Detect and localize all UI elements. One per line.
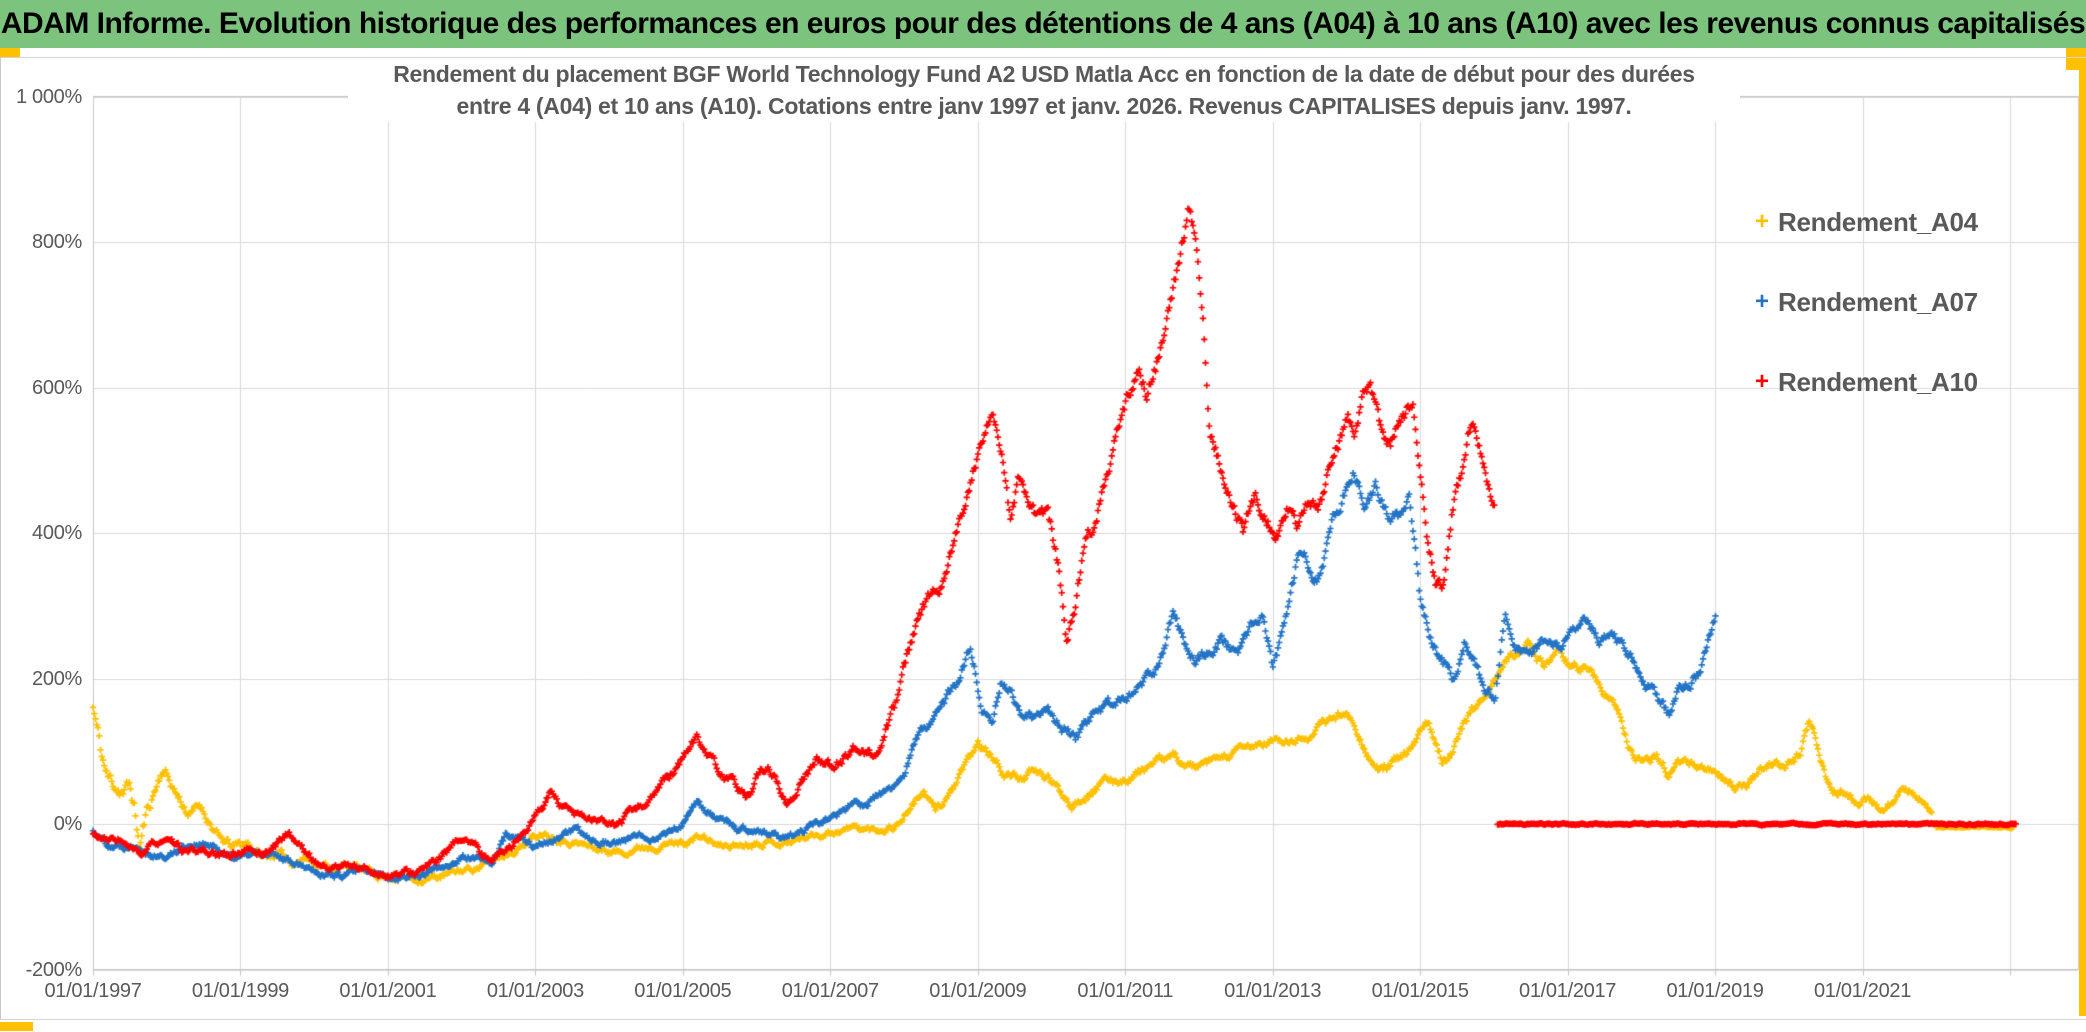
plus-marker-icon: +	[1754, 368, 1769, 395]
legend-item: + Rendement_A07	[1746, 285, 1978, 319]
y-axis-label: 800%	[32, 231, 82, 253]
x-axis-label: 01/01/2017	[1519, 980, 1617, 1002]
x-axis-label: 01/01/2009	[929, 980, 1027, 1002]
legend-label: Rendement_A07	[1778, 286, 1978, 317]
y-axis-label: 200%	[32, 667, 82, 690]
legend-label: Rendement_A10	[1778, 366, 1978, 397]
x-axis-label: 01/01/2011	[1077, 980, 1174, 1002]
legend-item: + Rendement_A10	[1746, 365, 1978, 399]
y-axis-label: 1 000%	[15, 85, 82, 108]
chart-title: Rendement du placement BGF World Technol…	[348, 58, 1740, 122]
y-axis-label: 400%	[32, 522, 82, 544]
y-axis-label: 600%	[32, 376, 82, 399]
x-axis-label: 01/01/1997	[44, 980, 142, 1002]
x-axis-label: 01/01/2007	[781, 980, 879, 1002]
x-axis-label: 01/01/2001	[339, 980, 437, 1002]
y-axis-label: 0%	[53, 813, 83, 835]
plus-marker-icon: +	[1754, 288, 1769, 315]
x-axis-label: 01/01/2015	[1371, 980, 1469, 1002]
legend-label: Rendement_A04	[1778, 206, 1978, 237]
x-axis-label: 01/01/2021	[1813, 980, 1912, 1002]
y-axis-label: -200%	[25, 958, 83, 981]
x-axis-label: 01/01/1999	[191, 980, 289, 1002]
chart-title-line2: entre 4 (A04) et 10 ans (A10). Cotations…	[456, 93, 1632, 119]
x-axis-label: 01/01/2005	[634, 980, 732, 1002]
x-axis-label: 01/01/2019	[1666, 980, 1764, 1002]
chart-title-line1: Rendement du placement BGF World Technol…	[393, 61, 1695, 87]
x-axis-label: 01/01/2003	[486, 980, 584, 1002]
legend-item: + Rendement_A04	[1746, 205, 1978, 239]
plus-marker-icon: +	[1754, 208, 1769, 235]
x-axis-label: 01/01/2013	[1224, 980, 1322, 1002]
